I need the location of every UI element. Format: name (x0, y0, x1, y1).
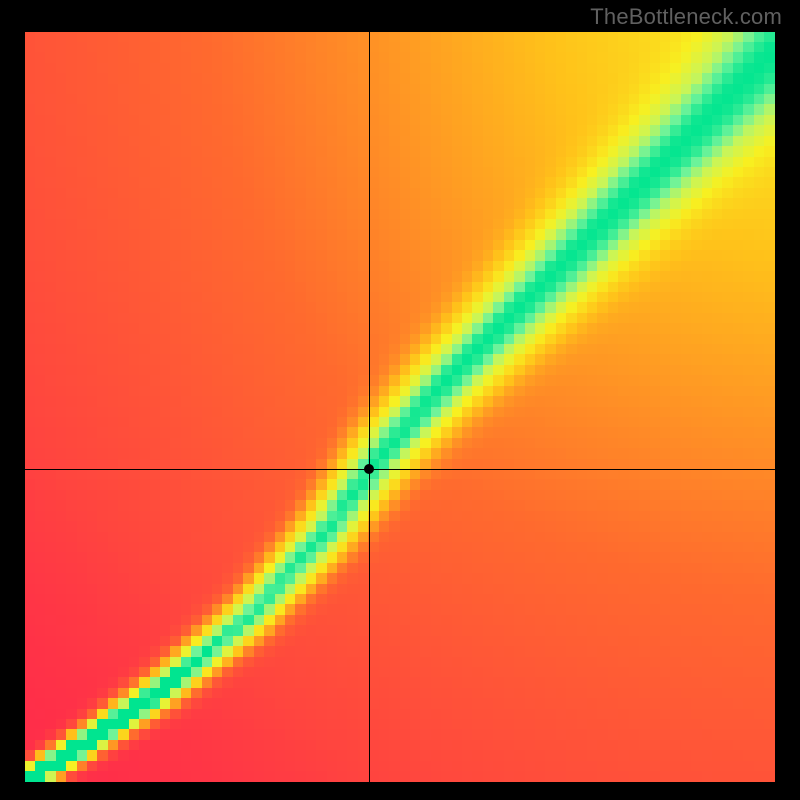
crosshair-horizontal (25, 469, 775, 470)
watermark-text: TheBottleneck.com (590, 0, 800, 32)
heatmap-canvas (25, 32, 775, 782)
heatmap-plot (25, 32, 775, 782)
marker-dot (364, 464, 374, 474)
crosshair-vertical (369, 32, 370, 782)
